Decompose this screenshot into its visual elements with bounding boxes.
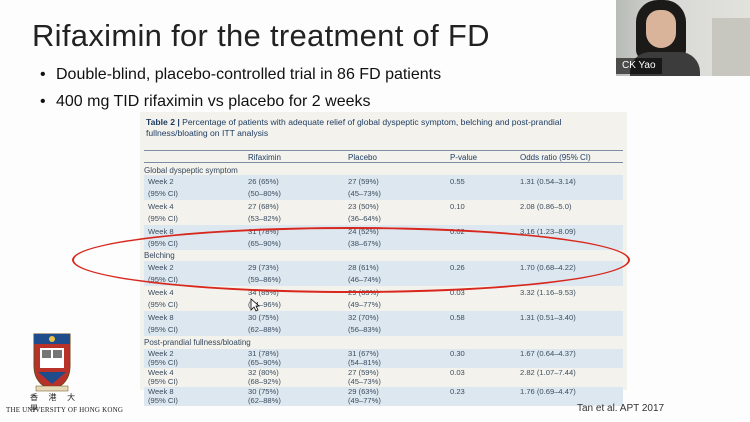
rifaximin-cell: 27 (68%) (53–82%) bbox=[248, 202, 281, 223]
bullet-list: • Double-blind, placebo-controlled trial … bbox=[40, 66, 441, 120]
column-header-odds-ratio: Odds ratio (95% CI) bbox=[520, 153, 591, 162]
pvalue-cell: 0.55 bbox=[450, 177, 465, 186]
section-label-belching: Belching bbox=[144, 251, 175, 260]
university-crest-icon bbox=[33, 333, 71, 392]
rifaximin-cell: 29 (73%) (59–86%) bbox=[248, 263, 281, 284]
placebo-cell: 31 (67%) (54–81%) bbox=[348, 349, 381, 367]
placebo-cell: 28 (61%) (46–74%) bbox=[348, 263, 381, 284]
section-label-postprandial: Post-prandial fullness/bloating bbox=[144, 338, 251, 347]
placebo-cell: 23 (50%) (36–64%) bbox=[348, 202, 381, 223]
week-cell: Week 4 (95% CI) bbox=[148, 202, 178, 223]
column-header-pvalue: P-value bbox=[450, 153, 478, 162]
placebo-cell: 32 (70%) (56–83%) bbox=[348, 313, 381, 334]
rifaximin-cell: 26 (65%) (50–80%) bbox=[248, 177, 281, 198]
week-cell: Week 8 (95% CI) bbox=[148, 227, 178, 248]
table-caption: Table 2 | Percentage of patients with ad… bbox=[146, 117, 621, 139]
column-header-rifaximin: Rifaximin bbox=[248, 153, 281, 162]
odds-ratio-cell: 2.08 (0.86–5.0) bbox=[520, 202, 572, 211]
video-shelf bbox=[712, 18, 750, 76]
pvalue-cell: 0.03 bbox=[450, 368, 465, 377]
table-caption-label: Table 2 | bbox=[146, 117, 180, 127]
odds-ratio-cell: 3.32 (1.16–9.53) bbox=[520, 288, 576, 297]
rifaximin-cell: 30 (75%) (62–88%) bbox=[248, 387, 281, 405]
placebo-cell: 27 (59%) (45–73%) bbox=[348, 177, 381, 198]
pvalue-cell: 0.30 bbox=[450, 349, 465, 358]
odds-ratio-cell: 3.16 (1.23–8.09) bbox=[520, 227, 576, 236]
bullet-text: 400 mg TID rifaximin vs placebo for 2 we… bbox=[56, 93, 371, 110]
table-rule-header bbox=[144, 162, 623, 163]
odds-ratio-cell: 1.76 (0.69–4.47) bbox=[520, 387, 576, 396]
table-row: Week 4 (95% CI) 32 (80%) (68–92%) 27 (59%) (4… bbox=[144, 368, 623, 387]
rifaximin-cell: 31 (78%) (65–90%) bbox=[248, 227, 281, 248]
bullet-item: • 400 mg TID rifaximin vs placebo for 2 w… bbox=[40, 93, 441, 111]
pvalue-cell: 0.02 bbox=[450, 227, 465, 236]
week-cell: Week 8 (95% CI) bbox=[148, 387, 178, 405]
placebo-cell: 29 (63%) (49–77%) bbox=[348, 288, 381, 309]
odds-ratio-cell: 1.67 (0.64–4.37) bbox=[520, 349, 576, 358]
odds-ratio-cell: 1.31 (0.51–3.40) bbox=[520, 313, 576, 322]
placebo-cell: 29 (63%) (49–77%) bbox=[348, 387, 381, 405]
week-cell: Week 2 (95% CI) bbox=[148, 349, 178, 367]
placebo-cell: 24 (52%) (38–67%) bbox=[348, 227, 381, 248]
bullet-item: • Double-blind, placebo-controlled trial … bbox=[40, 66, 441, 84]
column-header-placebo: Placebo bbox=[348, 153, 377, 162]
week-cell: Week 2 (95% CI) bbox=[148, 177, 178, 198]
table-row: Week 8 (95% CI) 31 (78%) (65–90%) 24 (52%)… bbox=[144, 225, 623, 250]
pvalue-cell: 0.26 bbox=[450, 263, 465, 272]
rifaximin-cell: 31 (78%) (65–90%) bbox=[248, 349, 281, 367]
odds-ratio-cell: 2.82 (1.07–7.44) bbox=[520, 368, 576, 377]
table-row: Week 8 (95% CI) 30 (75%) (62–88%) 29 (63%) (4… bbox=[144, 387, 623, 406]
bullet-dot-icon: • bbox=[40, 66, 46, 83]
table-row: Week 8 (95% CI) 30 (75%) (62–88%) 32 (70%)… bbox=[144, 311, 623, 336]
rifaximin-cell: 30 (75%) (62–88%) bbox=[248, 313, 281, 334]
mouse-cursor-icon bbox=[250, 298, 260, 312]
table-rule-top bbox=[144, 150, 623, 151]
participant-name-label: CK Yao bbox=[616, 58, 662, 74]
university-logo bbox=[30, 332, 74, 392]
slide-title: Rifaximin for the treatment of FD bbox=[32, 18, 490, 53]
pvalue-cell: 0.23 bbox=[450, 387, 465, 396]
odds-ratio-cell: 1.31 (0.54–3.14) bbox=[520, 177, 576, 186]
participant-face bbox=[646, 10, 676, 48]
table-row: Week 4 (95% CI) 34 (85%) (74–96%) 29 (63%)… bbox=[144, 286, 623, 311]
week-cell: Week 2 (95% CI) bbox=[148, 263, 178, 284]
citation: Tan et al. APT 2017 bbox=[577, 403, 665, 414]
rifaximin-cell: 32 (80%) (68–92%) bbox=[248, 368, 281, 386]
pvalue-cell: 0.03 bbox=[450, 288, 465, 297]
university-name-english: THE UNIVERSITY OF HONG KONG bbox=[6, 406, 124, 414]
bullet-text: Double-blind, placebo-controlled trial i… bbox=[56, 66, 442, 83]
week-cell: Week 8 (95% CI) bbox=[148, 313, 178, 334]
participant-video-tile[interactable] bbox=[616, 0, 750, 76]
bullet-dot-icon: • bbox=[40, 93, 46, 110]
table-row: Week 4 (95% CI) 27 (68%) (53–82%) 23 (50%)… bbox=[144, 200, 623, 225]
week-cell: Week 4 (95% CI) bbox=[148, 288, 178, 309]
table-caption-text: Percentage of patients with adequate rel… bbox=[146, 117, 562, 138]
pvalue-cell: 0.10 bbox=[450, 202, 465, 211]
placebo-cell: 27 (59%) (45–73%) bbox=[348, 368, 381, 386]
odds-ratio-cell: 1.70 (0.68–4.22) bbox=[520, 263, 576, 272]
pvalue-cell: 0.58 bbox=[450, 313, 465, 322]
section-label-global: Global dyspeptic symptom bbox=[144, 166, 238, 175]
table-row: Week 2 (95% CI) 29 (73%) (59–86%) 28 (61%)… bbox=[144, 261, 623, 286]
results-table: Table 2 | Percentage of patients with ad… bbox=[140, 112, 627, 406]
table-row: Week 2 (95% CI) 31 (78%) (65–90%) 31 (67%) (5… bbox=[144, 349, 623, 368]
week-cell: Week 4 (95% CI) bbox=[148, 368, 178, 386]
table-row: Week 2 (95% CI) 26 (65%) (50–80%) 27 (59%)… bbox=[144, 175, 623, 200]
university-name-chinese: 香 港 大 學 bbox=[30, 393, 80, 413]
